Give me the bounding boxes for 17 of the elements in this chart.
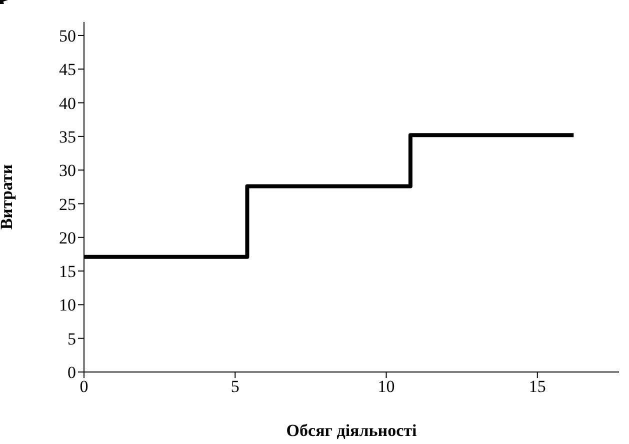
x-tick-label: 10 [378,377,395,396]
y-tick-label: 0 [68,363,76,382]
y-tick-label: 50 [59,26,76,46]
x-tick-label: 5 [230,377,240,396]
y-tick-label: 45 [59,60,76,80]
y-tick-label: 15 [59,262,76,282]
y-tick-label: 35 [59,127,76,146]
x-axis-title: Обсяг діяльності [286,421,417,440]
x-tick-label: 0 [80,377,88,396]
y-tick-label: 5 [68,329,76,348]
y-tick-label: 20 [59,228,76,248]
y-tick-label: 40 [59,94,76,113]
y-tick-label: 25 [59,194,76,214]
x-tick-label: 15 [528,377,546,396]
y-tick-label: 30 [59,161,76,180]
y-axis-title: Витрати [0,164,16,230]
y-tick-label: 10 [59,296,76,315]
